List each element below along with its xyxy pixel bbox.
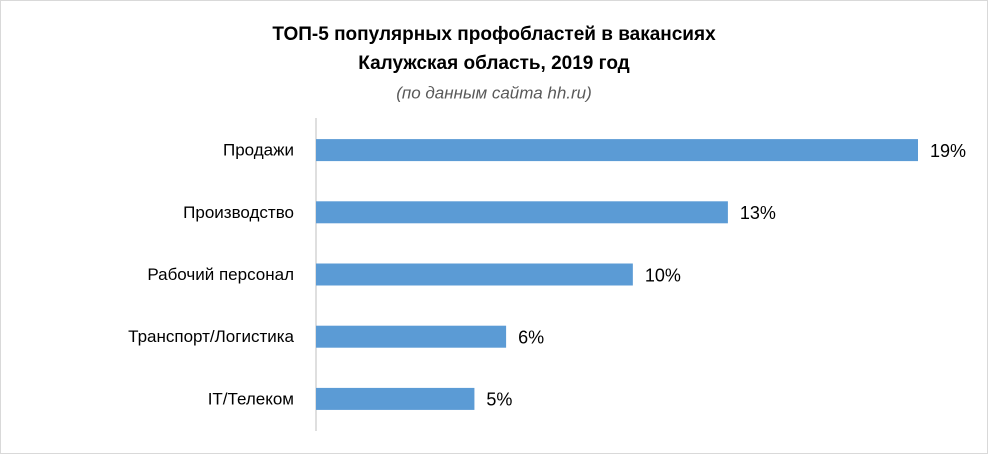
bar	[316, 325, 507, 348]
y-tick-label: Транспорт/Логистика	[128, 327, 294, 346]
data-label: 6%	[518, 327, 544, 347]
y-tick-label: Рабочий персонал	[147, 265, 294, 284]
data-label: 13%	[740, 203, 776, 223]
bar	[316, 201, 728, 224]
chart-title: Калужская область, 2019 год	[358, 53, 629, 74]
y-tick-label: IT/Телеком	[208, 389, 294, 408]
y-tick-label: Производство	[183, 203, 294, 222]
y-tick-label: Продажи	[223, 141, 294, 160]
bar	[316, 139, 918, 162]
data-label: 10%	[645, 265, 681, 285]
data-label: 19%	[930, 141, 966, 161]
chart-subtitle: (по данным сайта hh.ru)	[396, 83, 592, 102]
bar	[316, 263, 633, 286]
bar	[316, 387, 475, 410]
data-label: 5%	[486, 390, 512, 410]
chart-title: ТОП-5 популярных профобластей в вакансия…	[272, 24, 716, 45]
